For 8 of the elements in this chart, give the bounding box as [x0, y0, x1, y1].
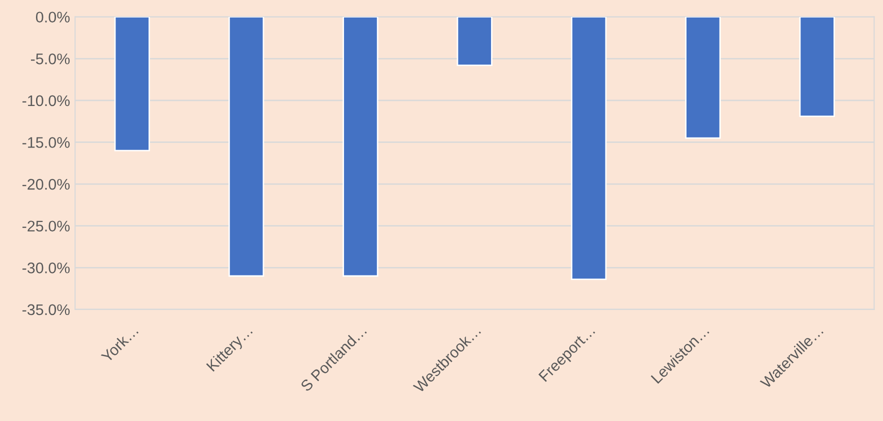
- y-tick-label: -35.0%: [22, 304, 70, 316]
- y-tick-label: -20.0%: [22, 178, 70, 190]
- y-tick-label: 0.0%: [36, 12, 70, 23]
- y-tick-label: -10.0%: [22, 95, 70, 106]
- y-tick-label: -30.0%: [22, 262, 70, 274]
- y-tick-label: -25.0%: [22, 220, 70, 232]
- y-tick-label: -15.0%: [22, 137, 70, 148]
- y-tick-label: -5.0%: [30, 54, 70, 64]
